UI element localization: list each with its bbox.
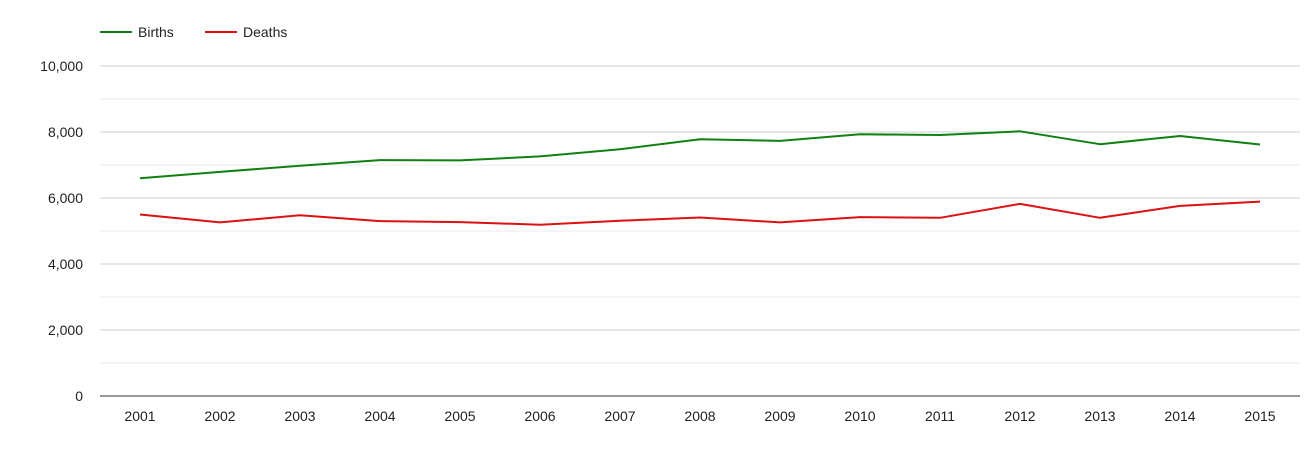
x-tick-label: 2005 (444, 408, 475, 424)
x-axis-labels: 2001 2002 2003 2004 2005 2006 2007 2008 2009 2010… (124, 408, 1275, 424)
legend-label-births: Births (138, 24, 174, 40)
series-lines (139, 130, 1261, 226)
x-tick-label: 2003 (284, 408, 315, 424)
x-tick-label: 2001 (124, 408, 155, 424)
series-line-births (139, 130, 1261, 180)
x-tick-label: 2013 (1084, 408, 1115, 424)
x-tick-label: 2009 (764, 408, 795, 424)
y-tick-label: 8,000 (48, 124, 83, 140)
y-tick-label: 4,000 (48, 256, 83, 272)
x-tick-label: 2015 (1244, 408, 1275, 424)
legend-label-deaths: Deaths (243, 24, 287, 40)
series-line-deaths (139, 200, 1261, 226)
x-tick-label: 2006 (524, 408, 555, 424)
x-tick-label: 2004 (364, 408, 395, 424)
x-tick-label: 2014 (1164, 408, 1195, 424)
y-tick-label: 2,000 (48, 322, 83, 338)
y-tick-label: 6,000 (48, 190, 83, 206)
x-tick-label: 2012 (1004, 408, 1035, 424)
y-axis-labels: 0 2,000 4,000 6,000 8,000 10,000 (40, 58, 83, 404)
x-tick-label: 2007 (604, 408, 635, 424)
y-tick-label: 0 (75, 388, 83, 404)
y-tick-label: 10,000 (40, 58, 83, 74)
x-tick-label: 2011 (925, 408, 955, 424)
legend: Births Deaths (100, 24, 287, 40)
x-tick-label: 2010 (844, 408, 875, 424)
x-tick-label: 2008 (684, 408, 715, 424)
x-tick-label: 2002 (204, 408, 235, 424)
